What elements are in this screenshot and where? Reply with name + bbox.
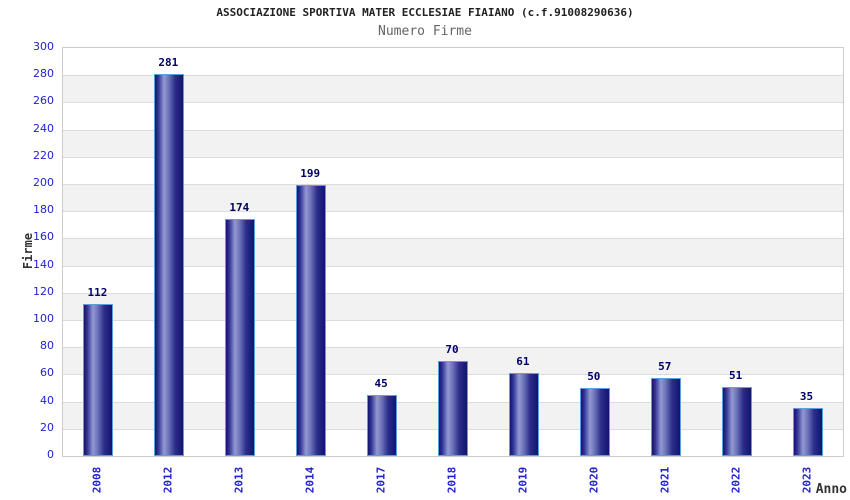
bar-value-label: 35 bbox=[799, 390, 814, 404]
gridline bbox=[63, 102, 843, 104]
y-tick-label: 80 bbox=[40, 339, 54, 353]
chart-title: ASSOCIAZIONE SPORTIVA MATER ECCLESIAE FI… bbox=[216, 6, 634, 19]
grid-band bbox=[63, 48, 843, 76]
y-tick-label: 220 bbox=[33, 148, 54, 162]
bar-2023 bbox=[792, 408, 823, 456]
y-tick-label: 120 bbox=[33, 284, 54, 298]
gridline bbox=[63, 156, 843, 158]
bar-2008 bbox=[83, 303, 114, 456]
gridline bbox=[63, 211, 843, 213]
grid-band bbox=[63, 184, 843, 212]
y-tick-label: 40 bbox=[40, 393, 54, 407]
y-tick-label: 20 bbox=[40, 420, 54, 434]
y-tick-label: 200 bbox=[33, 176, 54, 189]
grid-band bbox=[63, 320, 843, 348]
bar-2014 bbox=[296, 185, 327, 456]
gridline bbox=[63, 75, 843, 77]
grid-band bbox=[63, 102, 843, 130]
plot-area bbox=[62, 47, 844, 457]
bar-value-label: 112 bbox=[87, 285, 108, 299]
gridline bbox=[63, 320, 843, 321]
grid-band bbox=[63, 265, 843, 293]
grid-band bbox=[63, 129, 843, 157]
gridline bbox=[63, 292, 843, 294]
grid-band bbox=[63, 75, 843, 103]
y-tick-label: 0 bbox=[47, 448, 54, 461]
grid-band bbox=[63, 292, 843, 320]
bar-2013 bbox=[225, 219, 256, 456]
bar-2019 bbox=[508, 373, 539, 456]
y-tick-label: 60 bbox=[40, 366, 54, 380]
gridline bbox=[63, 265, 843, 267]
gridline bbox=[63, 129, 843, 131]
y-tick-label: 180 bbox=[33, 203, 54, 217]
bar-2017 bbox=[367, 394, 398, 456]
y-tick-label: 260 bbox=[33, 94, 54, 108]
bar-value-label: 61 bbox=[516, 355, 530, 369]
y-tick-label: 300 bbox=[33, 40, 54, 53]
chart-subtitle: Numero Firme bbox=[378, 24, 472, 39]
bar-value-label: 51 bbox=[729, 368, 743, 382]
x-axis-title: Anno bbox=[815, 482, 847, 497]
bar-value-label: 281 bbox=[158, 55, 179, 69]
bar-value-label: 45 bbox=[374, 376, 388, 390]
y-tick-label: 280 bbox=[33, 67, 54, 81]
y-tick-label: 100 bbox=[33, 312, 54, 325]
bar-2020 bbox=[579, 388, 610, 456]
grid-band bbox=[63, 156, 843, 184]
grid-band bbox=[63, 211, 843, 239]
gridline bbox=[63, 184, 843, 185]
bar-value-label: 199 bbox=[300, 167, 321, 181]
bar-2021 bbox=[650, 378, 681, 456]
bar-value-label: 174 bbox=[229, 201, 250, 215]
y-tick-label: 140 bbox=[33, 257, 54, 271]
grid-band bbox=[63, 238, 843, 266]
gridline bbox=[63, 238, 843, 240]
gridline bbox=[63, 347, 843, 349]
bar-2022 bbox=[721, 386, 752, 456]
bar-value-label: 50 bbox=[587, 370, 601, 383]
bar-2012 bbox=[154, 73, 185, 456]
bar-2018 bbox=[438, 360, 468, 456]
bar-value-label: 70 bbox=[445, 342, 459, 356]
y-tick-label: 240 bbox=[33, 121, 54, 135]
bar-value-label: 57 bbox=[658, 360, 672, 374]
y-tick-label: 160 bbox=[33, 230, 54, 244]
